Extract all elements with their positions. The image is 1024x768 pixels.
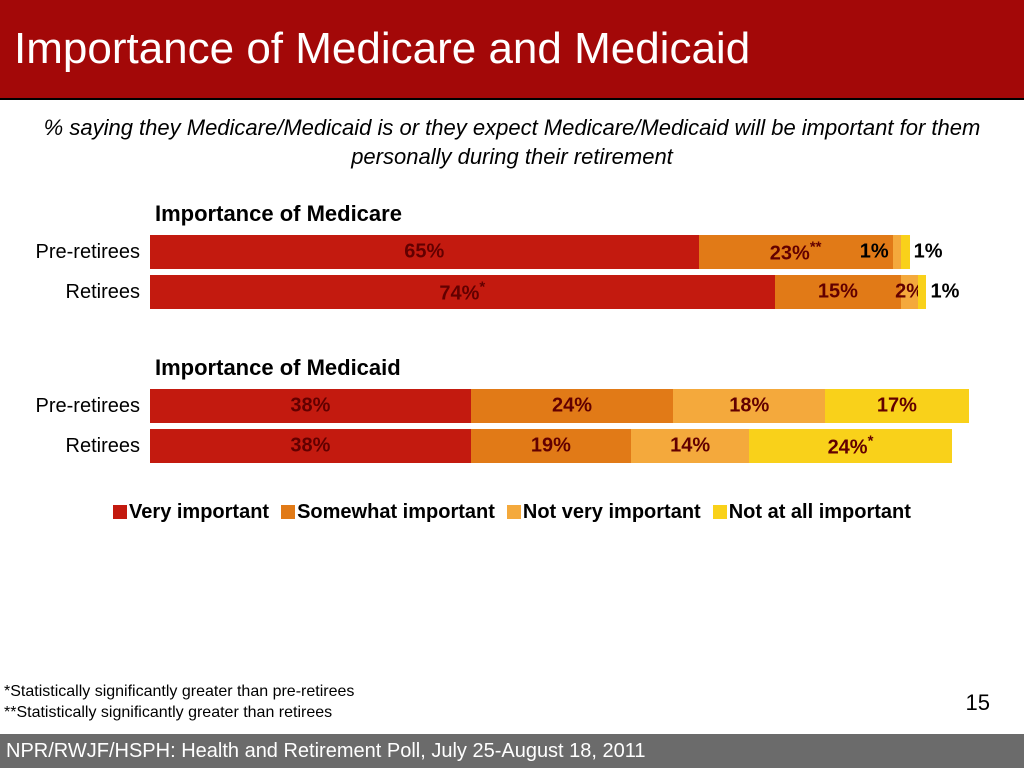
legend: Very important Somewhat important Not very…: [0, 501, 1024, 524]
legend-label: Somewhat important: [297, 501, 495, 523]
legend-label: Very important: [129, 501, 269, 523]
significance-star: *: [868, 433, 874, 450]
bar-segment-very_important: 38%: [150, 389, 471, 423]
bar-segment-not_at_all_important: 24%*: [749, 429, 952, 463]
slide: Importance of Medicare and Medicaid % sa…: [0, 0, 1024, 768]
legend-item-somewhat_important: Somewhat important: [281, 501, 495, 524]
bar-track: 38% 24% 18% 17%: [150, 389, 994, 423]
legend-swatch: [713, 505, 727, 519]
legend-label: Not very important: [523, 501, 701, 523]
bar-segment-very_important: 38%: [150, 429, 471, 463]
segment-value-label: 24%*: [828, 433, 874, 460]
chart-row: Retirees 38% 19% 14% 24%*: [0, 427, 1024, 465]
chart-row: Retirees74%*15%2%1%: [0, 273, 1024, 311]
bar-track: 38% 19% 14% 24%*: [150, 429, 994, 463]
chart-row: Pre-retirees 38% 24% 18% 17%: [0, 387, 1024, 425]
segment-value-label: 15%: [818, 281, 858, 304]
row-label: Pre-retirees: [0, 395, 150, 418]
bar: 65%23%**1%1%: [150, 235, 910, 269]
bar-segment-not_very_important: 2%: [901, 275, 918, 309]
segment-value-label: 1%: [930, 281, 959, 304]
bar-segment-somewhat_important: 15%: [775, 275, 902, 309]
bar-segment-somewhat_important: 19%: [471, 429, 631, 463]
chart-block-1: Importance of MedicaidPre-retirees 38% 24%…: [0, 355, 1024, 465]
legend-item-very_important: Very important: [113, 501, 269, 524]
segment-value-label: 38%: [290, 435, 330, 458]
bar-segment-not_at_all_important: 17%: [825, 389, 968, 423]
segment-value-label: 19%: [531, 435, 571, 458]
row-label: Pre-retirees: [0, 241, 150, 264]
bar: 74%* 15% 2%1%: [150, 275, 926, 309]
chart-title: Importance of Medicare: [155, 201, 1024, 227]
segment-value-label: 23%**: [770, 239, 822, 266]
charts-area: Importance of MedicarePre-retirees65%23%…: [0, 201, 1024, 465]
segment-value-label: 1%: [914, 241, 943, 264]
legend-item-not_very_important: Not very important: [507, 501, 701, 524]
header-bar: Importance of Medicare and Medicaid: [0, 0, 1024, 100]
segment-value-label: 1%: [860, 241, 889, 264]
bar-segment-not_very_important: 18%: [673, 389, 825, 423]
segment-value-label: 14%: [670, 435, 710, 458]
legend-swatch: [113, 505, 127, 519]
legend-swatch: [507, 505, 521, 519]
chart-block-0: Importance of MedicarePre-retirees 65% 23%…: [0, 201, 1024, 311]
significance-star: **: [810, 239, 822, 256]
bar-segment-not_at_all_important: 1%: [918, 275, 926, 309]
bar-track: 74%*15%2%1%: [150, 275, 994, 309]
bar-segment-somewhat_important: 24%: [471, 389, 674, 423]
segment-value-label: 17%: [877, 395, 917, 418]
footer-bar: NPR/RWJF/HSPH: Health and Retirement Pol…: [0, 734, 1024, 768]
legend-swatch: [281, 505, 295, 519]
subtitle: % saying they Medicare/Medicaid is or th…: [0, 100, 1024, 177]
bar-segment-not_very_important: 14%: [631, 429, 749, 463]
segment-value-label: 24%: [552, 395, 592, 418]
bar: 38% 24% 18% 17%: [150, 389, 969, 423]
segment-value-label: 74%*: [439, 279, 485, 306]
bar-track: 65%23%**1%1%: [150, 235, 994, 269]
segment-value-label: 65%: [404, 241, 444, 264]
footer-text: NPR/RWJF/HSPH: Health and Retirement Pol…: [6, 740, 646, 763]
segment-value-label: 38%: [290, 395, 330, 418]
row-label: Retirees: [0, 281, 150, 304]
legend-label: Not at all important: [729, 501, 911, 523]
page-title: Importance of Medicare and Medicaid: [14, 24, 750, 74]
chart-row: Pre-retirees65%23%**1%1%: [0, 233, 1024, 271]
legend-item-not_at_all_important: Not at all important: [713, 501, 911, 524]
bar: 38% 19% 14% 24%*: [150, 429, 952, 463]
footnote-1: *Statistically significantly greater tha…: [4, 682, 354, 703]
bar-segment-very_important: 74%*: [150, 275, 775, 309]
bar-segment-not_at_all_important: 1%: [901, 235, 909, 269]
chart-title: Importance of Medicaid: [155, 355, 1024, 381]
bar-segment-very_important: 65%: [150, 235, 699, 269]
row-label: Retirees: [0, 435, 150, 458]
footnotes: *Statistically significantly greater tha…: [4, 682, 354, 724]
footnote-2: **Statistically significantly greater th…: [4, 703, 354, 724]
bar-segment-not_very_important: 1%: [893, 235, 901, 269]
significance-star: *: [479, 279, 485, 296]
segment-value-label: 18%: [729, 395, 769, 418]
page-number: 15: [966, 690, 990, 716]
